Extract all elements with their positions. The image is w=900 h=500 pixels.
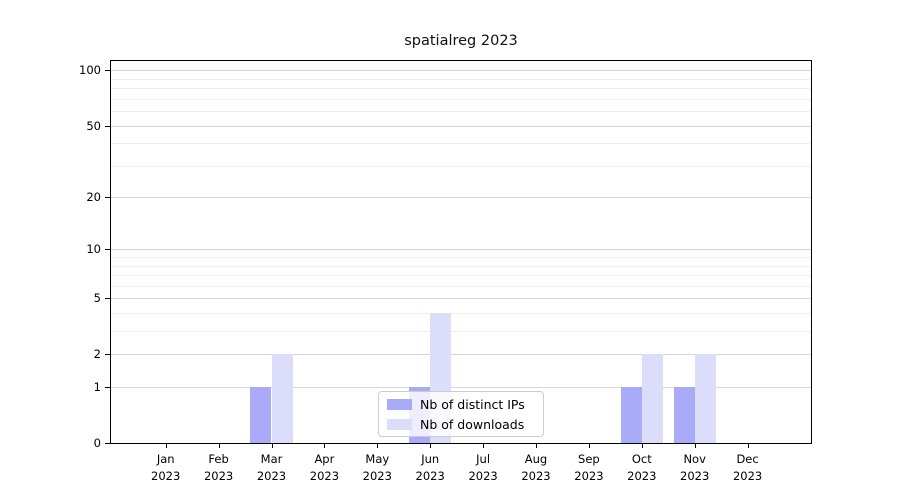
y-tick-label: 5 [93,291,101,306]
y-gridline-minor [111,88,811,90]
y-tick-label: 100 [79,63,101,78]
y-tick-label: 2 [93,347,101,362]
x-tick [641,443,643,448]
y-gridline-minor [111,143,811,145]
x-tick-label: Nov 2023 [680,452,710,483]
y-tick-label: 50 [86,118,101,133]
y-gridline-minor [111,98,811,100]
legend: Nb of distinct IPs Nb of downloads [378,391,544,437]
y-gridline-major [111,249,811,251]
y-tick-label: 0 [93,436,101,450]
x-tick [430,443,432,448]
y-tick [105,443,110,444]
bar-downloads [271,354,293,443]
y-tick [105,197,110,199]
bar-distinct-ips [250,387,272,443]
bar-downloads [641,354,663,443]
legend-label-downloads: Nb of downloads [420,416,525,432]
y-gridline-minor [111,313,811,315]
y-gridline-minor [111,111,811,113]
x-tick [324,443,326,448]
x-tick [218,443,220,448]
x-tick-label: Oct 2023 [627,452,657,483]
x-tick-label: Jul 2023 [468,452,498,483]
x-tick-label: May 2023 [362,452,392,483]
x-tick [747,443,749,448]
y-gridline-major [111,298,811,300]
x-tick-label: Jun 2023 [415,452,445,483]
y-tick-label: 1 [93,380,101,395]
x-tick-label: Feb 2023 [203,452,234,483]
x-tick [271,443,273,448]
y-gridline-major [111,354,811,356]
y-gridline-minor [111,275,811,277]
x-tick [483,443,485,448]
y-gridline-minor [111,165,811,167]
legend-item: Nb of distinct IPs [387,397,535,412]
x-tick [377,443,379,448]
x-tick-label: Jan 2023 [151,452,181,483]
bar-distinct-ips [620,387,642,443]
x-tick-label: Aug 2023 [521,452,551,483]
y-gridline-major [111,70,811,72]
y-tick [105,387,110,389]
legend-swatch-downloads [387,418,412,430]
plot-area: 0 1 2 5 10 20 50 100 Jan 2023 Feb 2023 Mar 2023 Apr 202… [79,60,812,483]
y-gridline-major [111,197,811,199]
x-tick-label: Mar 2023 [256,452,287,483]
y-tick [105,354,110,356]
y-tick-label: 20 [86,190,101,205]
y-tick [105,298,110,300]
legend-label-distinct-ips: Nb of distinct IPs [420,396,525,412]
y-gridline-major [111,125,811,127]
y-tick [105,70,110,72]
x-tick [588,443,590,448]
legend-item: Nb of downloads [387,417,535,432]
x-tick-label: Sep 2023 [574,452,604,483]
y-gridline-minor [111,285,811,287]
y-tick-label: 10 [86,242,101,257]
y-gridline-major [111,387,811,389]
y-tick [105,249,110,251]
y-gridline-minor [111,265,811,267]
x-tick [694,443,696,448]
x-tick-label: Dec 2023 [732,452,763,483]
x-tick [165,443,167,448]
y-gridline-minor [111,78,811,80]
y-tick [105,125,110,127]
bar-downloads [694,354,716,443]
x-tick [536,443,537,448]
bar-distinct-ips [673,387,695,443]
legend-swatch-distinct-ips [387,398,412,410]
x-tick-label: Apr 2023 [309,452,340,483]
chart-title: spatialreg 2023 [404,33,518,49]
y-gridline-minor [111,257,811,259]
y-gridline-minor [111,331,811,333]
